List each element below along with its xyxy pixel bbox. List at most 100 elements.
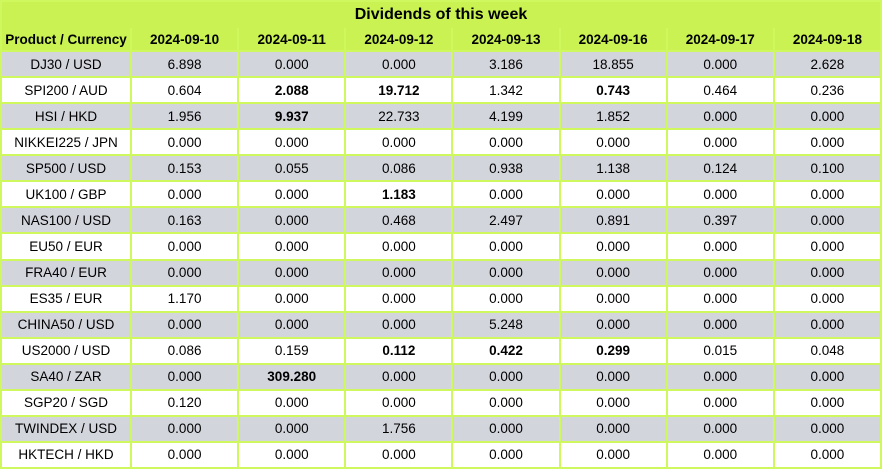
table-row: NIKKEI225 / JPN 0.000 0.000 0.000 0.000 0.000… (0, 128, 882, 157)
value-cell: 0.464 (665, 76, 775, 105)
table-row: DJ30 / USD 6.898 0.000 0.000 3.186 18.855 0.00… (0, 49, 882, 79)
value-cell: 0.000 (558, 414, 668, 443)
value-cell: 0.236 (772, 76, 882, 105)
value-cell: 0.743 (558, 76, 668, 105)
value-cell: 2.628 (772, 49, 882, 79)
table-row: HSI / HKD 1.956 9.937 22.733 4.199 1.852 0.000… (0, 102, 882, 131)
product-cell: SP500 / USD (0, 154, 132, 183)
product-cell: US2000 / USD (0, 336, 132, 365)
value-cell: 0.015 (665, 336, 775, 365)
value-cell: 0.000 (665, 102, 775, 131)
value-cell: 0.000 (665, 128, 775, 157)
table-row: SA40 / ZAR 0.000 309.280 0.000 0.000 0.000 0.0… (0, 362, 882, 391)
product-cell: CHINA50 / USD (0, 310, 132, 339)
value-cell: 0.000 (665, 180, 775, 209)
value-cell: 4.199 (451, 102, 561, 131)
column-header-row: Product / Currency 2024-09-10 2024-09-11 2… (0, 28, 882, 52)
product-cell: HKTECH / HKD (0, 440, 132, 469)
value-cell: 0.000 (665, 440, 775, 469)
product-cell: NAS100 / USD (0, 206, 132, 235)
table-row: EU50 / EUR 0.000 0.000 0.000 0.000 0.000 0.000… (0, 232, 882, 261)
value-cell: 0.000 (665, 284, 775, 313)
table-row: ES35 / EUR 1.170 0.000 0.000 0.000 0.000 0.000… (0, 284, 882, 313)
page-title: Dividends of this week (0, 0, 882, 28)
value-cell: 0.000 (344, 362, 454, 391)
value-cell: 0.048 (772, 336, 882, 365)
product-cell: SPI200 / AUD (0, 76, 132, 105)
value-cell: 0.000 (129, 258, 240, 287)
value-cell: 0.000 (344, 258, 454, 287)
product-cell: EU50 / EUR (0, 232, 132, 261)
product-cell: SA40 / ZAR (0, 362, 132, 391)
value-cell: 0.000 (558, 440, 668, 469)
product-cell: TWINDEX / USD (0, 414, 132, 443)
value-cell: 0.000 (237, 310, 347, 339)
product-cell: SGP20 / SGD (0, 388, 132, 417)
value-cell: 0.000 (129, 440, 240, 469)
value-cell: 0.000 (129, 310, 240, 339)
value-cell: 0.000 (665, 49, 775, 79)
value-cell: 0.000 (129, 232, 240, 261)
product-cell: ES35 / EUR (0, 284, 132, 313)
value-cell: 0.000 (451, 362, 561, 391)
value-cell: 0.299 (558, 336, 668, 365)
value-cell: 0.000 (772, 102, 882, 131)
value-cell: 1.170 (129, 284, 240, 313)
value-cell: 0.000 (344, 284, 454, 313)
value-cell: 0.100 (772, 154, 882, 183)
value-cell: 0.000 (772, 440, 882, 469)
value-cell: 0.000 (344, 128, 454, 157)
date-header: 2024-09-13 (451, 28, 561, 52)
value-cell: 0.000 (237, 232, 347, 261)
value-cell: 1.342 (451, 76, 561, 105)
value-cell: 0.086 (344, 154, 454, 183)
value-cell: 19.712 (344, 76, 454, 105)
value-cell: 0.000 (237, 440, 347, 469)
value-cell: 0.000 (772, 388, 882, 417)
value-cell: 0.000 (558, 388, 668, 417)
value-cell: 0.086 (129, 336, 240, 365)
value-cell: 1.852 (558, 102, 668, 131)
value-cell: 0.000 (451, 388, 561, 417)
value-cell: 0.000 (558, 310, 668, 339)
value-cell: 0.000 (772, 128, 882, 157)
value-cell: 0.000 (237, 388, 347, 417)
value-cell: 6.898 (129, 49, 240, 79)
product-cell: UK100 / GBP (0, 180, 132, 209)
date-header: 2024-09-18 (772, 28, 882, 52)
table-row: TWINDEX / USD 0.000 0.000 1.756 0.000 0.000 0.… (0, 414, 882, 443)
value-cell: 0.120 (129, 388, 240, 417)
date-header: 2024-09-11 (237, 28, 347, 52)
date-header: 2024-09-16 (558, 28, 668, 52)
value-cell: 0.000 (237, 128, 347, 157)
value-cell: 1.956 (129, 102, 240, 131)
value-cell: 0.938 (451, 154, 561, 183)
value-cell: 0.000 (772, 362, 882, 391)
value-cell: 0.000 (451, 128, 561, 157)
value-cell: 0.000 (665, 362, 775, 391)
value-cell: 0.000 (237, 180, 347, 209)
value-cell: 18.855 (558, 49, 668, 79)
date-header: 2024-09-17 (665, 28, 775, 52)
value-cell: 0.000 (451, 232, 561, 261)
value-cell: 0.000 (344, 440, 454, 469)
value-cell: 0.000 (665, 388, 775, 417)
value-cell: 0.000 (772, 258, 882, 287)
value-cell: 0.000 (344, 310, 454, 339)
table-row: US2000 / USD 0.086 0.159 0.112 0.422 0.299 0.0… (0, 336, 882, 365)
value-cell: 0.000 (237, 258, 347, 287)
value-cell: 0.112 (344, 336, 454, 365)
value-cell: 0.000 (129, 362, 240, 391)
value-cell: 9.937 (237, 102, 347, 131)
value-cell: 0.000 (558, 180, 668, 209)
table-row: SGP20 / SGD 0.120 0.000 0.000 0.000 0.000 0.00… (0, 388, 882, 417)
value-cell: 0.000 (772, 180, 882, 209)
value-cell: 0.000 (451, 258, 561, 287)
value-cell: 309.280 (237, 362, 347, 391)
value-cell: 0.000 (237, 414, 347, 443)
table-row: NAS100 / USD 0.163 0.000 0.468 2.497 0.891 0.3… (0, 206, 882, 235)
value-cell: 0.000 (665, 414, 775, 443)
value-cell: 2.497 (451, 206, 561, 235)
value-cell: 0.000 (344, 49, 454, 79)
